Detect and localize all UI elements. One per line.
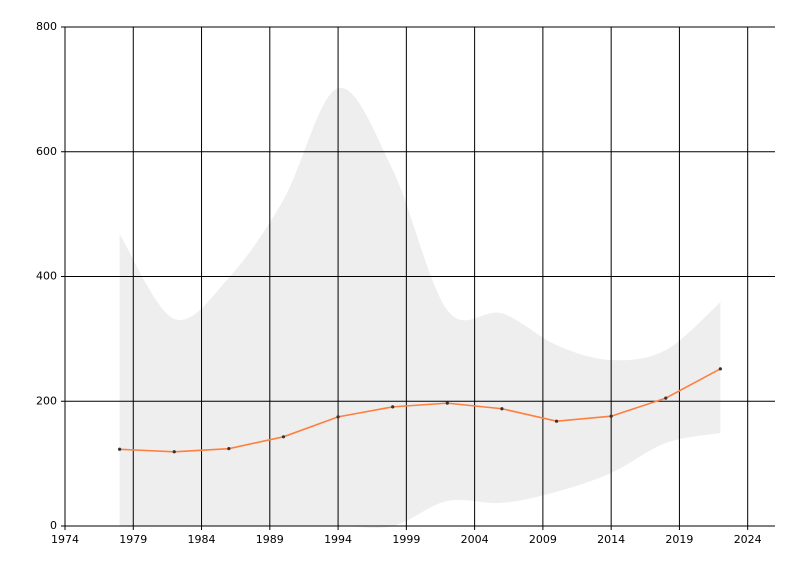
line (119, 368, 721, 453)
marker (718, 367, 722, 371)
marker (500, 407, 504, 411)
marker (227, 447, 231, 451)
y-tick-label: 800 (36, 20, 57, 33)
x-tick-label: 2024 (734, 533, 762, 546)
marker (445, 401, 449, 405)
marker (172, 450, 176, 454)
marker (664, 396, 668, 400)
y-tick-label: 0 (50, 519, 57, 532)
y-tick-label: 400 (36, 270, 57, 283)
marker (554, 419, 559, 423)
x-tick-label: 1984 (188, 533, 216, 546)
x-tick-label: 2009 (529, 533, 557, 546)
marker (609, 414, 613, 418)
x-tick-label: 2014 (597, 533, 625, 546)
x-tick-label: 1999 (392, 533, 420, 546)
y-tick-label: 600 (36, 145, 57, 158)
x-tick-label: 1989 (256, 533, 284, 546)
marker (336, 415, 340, 419)
x-tick-label: 1974 (51, 533, 79, 546)
x-tick-label: 2004 (461, 533, 489, 546)
x-tick-label: 1994 (324, 533, 352, 546)
marker (391, 405, 395, 409)
x-tick-label: 2019 (665, 533, 693, 546)
marker (281, 435, 286, 439)
y-tick-label: 200 (36, 394, 57, 407)
x-tick-label: 1979 (119, 533, 147, 546)
confidence-band (119, 87, 721, 528)
marker (118, 447, 122, 451)
